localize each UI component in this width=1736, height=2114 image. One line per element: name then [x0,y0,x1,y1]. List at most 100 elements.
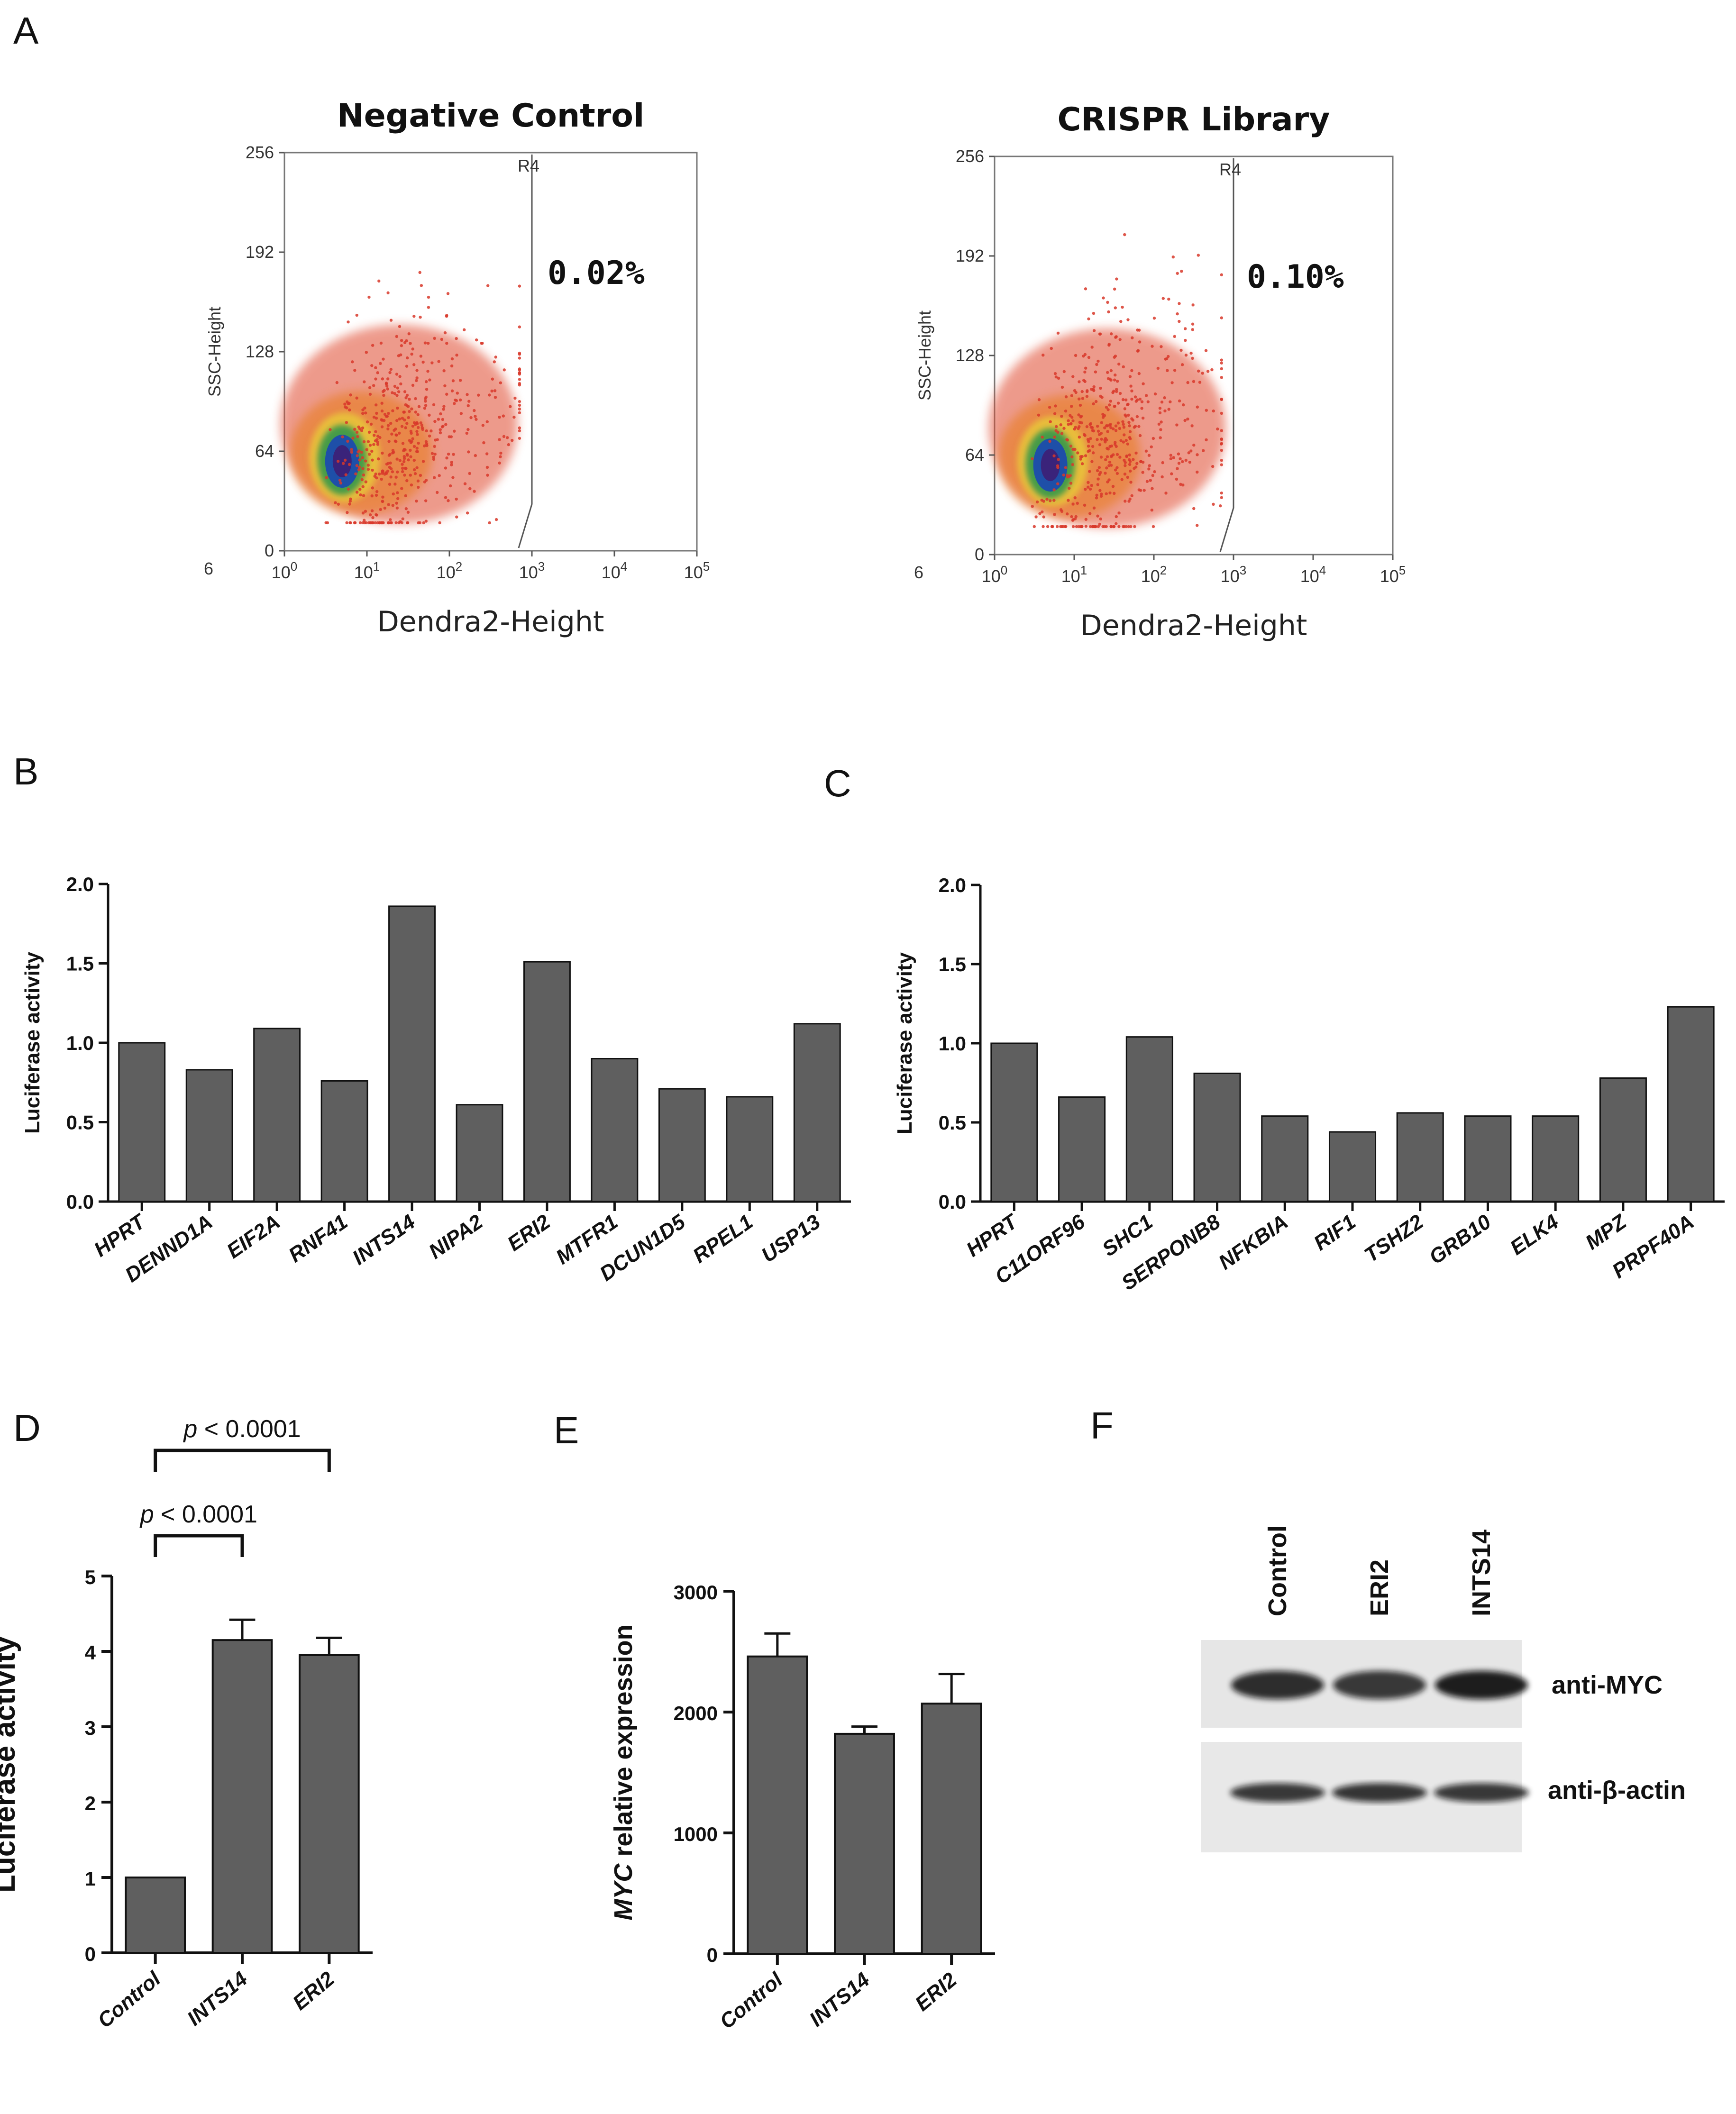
event-point [400,339,403,342]
event-point [1082,355,1085,358]
event-point [1078,397,1081,401]
event-point [395,373,399,376]
event-point [445,342,448,345]
event-point [1117,511,1121,515]
event-point [1046,525,1050,528]
bar [834,1732,895,1955]
event-point [1060,510,1064,513]
bar [1599,1077,1647,1203]
event-point [1181,460,1184,464]
event-point [372,443,375,446]
event-point [518,407,521,411]
event-point [1091,525,1095,528]
event-point [1114,374,1117,377]
event-point [353,428,356,431]
event-point [1112,453,1115,456]
x-tick-label: 100 [272,559,298,582]
event-point [1140,407,1143,410]
event-point [1220,429,1223,432]
event-point [1087,485,1090,489]
event-point [370,521,374,525]
gate-label: R4 [518,156,539,175]
event-point [1042,515,1045,519]
event-point [1052,488,1056,492]
event-point [1136,349,1140,352]
event-point [1113,287,1116,291]
event-point [395,457,399,461]
event-point [382,357,385,361]
event-point [1134,451,1138,455]
event-point [418,271,421,274]
event-point [374,521,377,525]
event-point [1062,474,1065,477]
event-point [1183,419,1187,422]
event-point [357,465,361,469]
event-point [401,470,404,474]
event-point [1112,525,1116,528]
event-point [433,337,436,340]
significance-label: p < 0.0001 [183,1415,301,1443]
y-tick-label: 1 [85,1868,96,1890]
event-point [1205,438,1208,442]
event-point [388,483,392,486]
event-point [518,372,521,375]
event-point [1130,417,1133,420]
event-point [499,381,503,384]
event-point [1164,357,1167,361]
event-point [420,284,423,287]
event-point [389,518,392,521]
event-point [1126,442,1130,446]
event-point [1099,386,1102,390]
bar [299,1654,360,1954]
event-point [1191,303,1195,307]
event-point [335,381,339,384]
event-point [1090,483,1093,487]
event-point [1092,311,1096,315]
category-label: INTS14 [805,1968,874,2031]
event-point [1124,398,1128,401]
event-point [339,481,343,485]
event-point [1147,467,1151,471]
event-point [424,400,427,403]
event-point [427,306,430,309]
event-point [368,453,371,456]
event-point [398,431,401,435]
event-point [424,404,428,407]
event-point [485,465,489,469]
event-point [405,364,409,368]
event-point [1160,345,1163,348]
event-point [1111,391,1115,394]
event-point [412,314,416,318]
event-point [1220,448,1223,452]
event-point [1167,355,1170,358]
event-point [411,424,415,428]
event-point [1118,338,1122,341]
event-point [380,425,384,428]
event-point [396,497,400,501]
event-point [329,428,332,431]
y-tick-label: 0.5 [939,1112,966,1134]
event-point [1087,317,1090,320]
x-tick-label: 105 [1380,563,1406,586]
event-point [353,521,356,525]
x-tick-label: 101 [354,559,380,582]
event-point [1115,472,1119,475]
event-point [411,383,415,387]
event-point [1059,423,1062,427]
y-tick-label: 4 [85,1641,96,1664]
band-label-actin: anti-β-actin [1548,1776,1686,1804]
density-cloud [988,328,1226,528]
event-point [432,457,436,461]
event-point [365,351,368,354]
event-point [381,377,384,381]
x-axis-title: Dendra2-Height [377,605,604,638]
event-point [448,435,451,438]
category-label: RPEL1 [689,1210,757,1267]
event-point [406,454,409,457]
event-point [1048,499,1052,502]
event-point [518,325,521,328]
event-point [1106,447,1110,451]
event-point [1091,426,1094,429]
